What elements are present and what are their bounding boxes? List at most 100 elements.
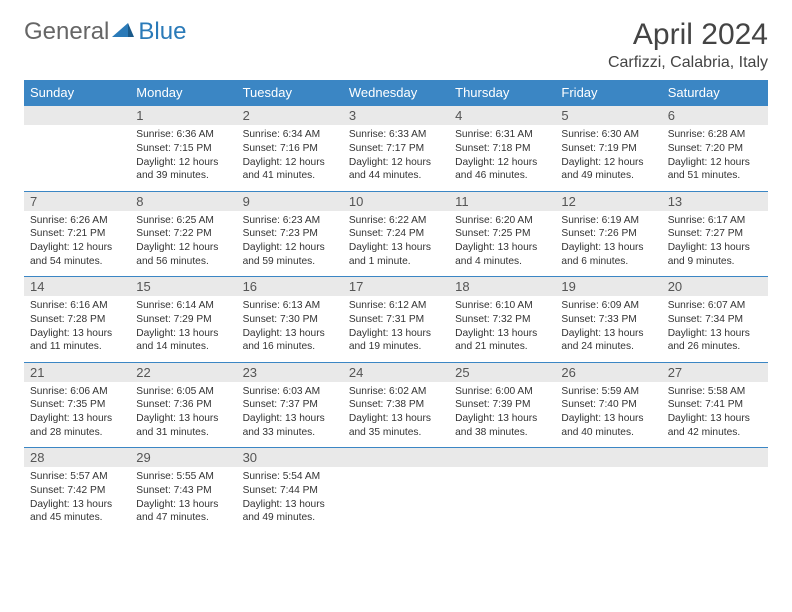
day-number-cell: 1 [130, 106, 236, 126]
day-number-cell: 24 [343, 362, 449, 382]
sunrise-text: Sunrise: 6:03 AM [243, 385, 337, 399]
day-content-cell: Sunrise: 6:06 AMSunset: 7:35 PMDaylight:… [24, 382, 130, 448]
daylight-text-1: Daylight: 13 hours [668, 241, 762, 255]
sunset-text: Sunset: 7:42 PM [30, 484, 124, 498]
daylight-text-1: Daylight: 13 hours [668, 327, 762, 341]
sunset-text: Sunset: 7:24 PM [349, 227, 443, 241]
sunrise-text: Sunrise: 6:14 AM [136, 299, 230, 313]
logo-triangle-icon [112, 18, 134, 46]
calendar-table: Sunday Monday Tuesday Wednesday Thursday… [24, 80, 768, 533]
daylight-text-1: Daylight: 13 hours [136, 498, 230, 512]
sunset-text: Sunset: 7:34 PM [668, 313, 762, 327]
sunset-text: Sunset: 7:25 PM [455, 227, 549, 241]
daylight-text-1: Daylight: 13 hours [136, 412, 230, 426]
daylight-text-2: and 14 minutes. [136, 340, 230, 354]
sunrise-text: Sunrise: 6:16 AM [30, 299, 124, 313]
day-content-cell [449, 467, 555, 533]
daylight-text-2: and 31 minutes. [136, 426, 230, 440]
daylight-text-2: and 19 minutes. [349, 340, 443, 354]
daylight-text-2: and 54 minutes. [30, 255, 124, 269]
day-number-cell: 21 [24, 362, 130, 382]
day-number-cell: 15 [130, 277, 236, 297]
sunset-text: Sunset: 7:33 PM [561, 313, 655, 327]
day-content-cell: Sunrise: 6:22 AMSunset: 7:24 PMDaylight:… [343, 211, 449, 277]
daylight-text-1: Daylight: 12 hours [243, 156, 337, 170]
sunset-text: Sunset: 7:39 PM [455, 398, 549, 412]
day-content-cell: Sunrise: 6:05 AMSunset: 7:36 PMDaylight:… [130, 382, 236, 448]
daylight-text-1: Daylight: 13 hours [243, 412, 337, 426]
daylight-text-1: Daylight: 13 hours [668, 412, 762, 426]
sunrise-text: Sunrise: 6:23 AM [243, 214, 337, 228]
month-title: April 2024 [608, 18, 768, 52]
daylight-text-2: and 47 minutes. [136, 511, 230, 525]
day-number-cell: 3 [343, 106, 449, 126]
day-number-cell [662, 448, 768, 468]
daylight-text-2: and 45 minutes. [30, 511, 124, 525]
sunrise-text: Sunrise: 6:07 AM [668, 299, 762, 313]
sunrise-text: Sunrise: 6:34 AM [243, 128, 337, 142]
daylight-text-1: Daylight: 13 hours [455, 412, 549, 426]
day-number-cell: 12 [555, 191, 661, 211]
title-block: April 2024 Carfizzi, Calabria, Italy [608, 18, 768, 72]
day-number-cell: 18 [449, 277, 555, 297]
sunrise-text: Sunrise: 6:06 AM [30, 385, 124, 399]
sunrise-text: Sunrise: 6:36 AM [136, 128, 230, 142]
daylight-text-1: Daylight: 12 hours [455, 156, 549, 170]
sunset-text: Sunset: 7:28 PM [30, 313, 124, 327]
sunrise-text: Sunrise: 5:54 AM [243, 470, 337, 484]
daynum-row: 282930 [24, 448, 768, 468]
weekday-header: Sunday [24, 80, 130, 106]
daylight-text-2: and 28 minutes. [30, 426, 124, 440]
sunset-text: Sunset: 7:22 PM [136, 227, 230, 241]
sunrise-text: Sunrise: 6:31 AM [455, 128, 549, 142]
day-number-cell: 25 [449, 362, 555, 382]
header: General Blue April 2024 Carfizzi, Calabr… [24, 18, 768, 72]
day-content-cell: Sunrise: 6:26 AMSunset: 7:21 PMDaylight:… [24, 211, 130, 277]
sunset-text: Sunset: 7:35 PM [30, 398, 124, 412]
day-number-cell: 14 [24, 277, 130, 297]
day-content-cell: Sunrise: 5:58 AMSunset: 7:41 PMDaylight:… [662, 382, 768, 448]
daynum-row: 21222324252627 [24, 362, 768, 382]
sunset-text: Sunset: 7:43 PM [136, 484, 230, 498]
sunset-text: Sunset: 7:31 PM [349, 313, 443, 327]
daylight-text-1: Daylight: 13 hours [30, 498, 124, 512]
day-content-cell [343, 467, 449, 533]
daylight-text-2: and 24 minutes. [561, 340, 655, 354]
daylight-text-2: and 6 minutes. [561, 255, 655, 269]
daylight-text-2: and 44 minutes. [349, 169, 443, 183]
daylight-text-1: Daylight: 12 hours [30, 241, 124, 255]
sunset-text: Sunset: 7:16 PM [243, 142, 337, 156]
sunset-text: Sunset: 7:15 PM [136, 142, 230, 156]
day-number-cell: 28 [24, 448, 130, 468]
daylight-text-1: Daylight: 13 hours [349, 412, 443, 426]
day-content-cell: Sunrise: 6:09 AMSunset: 7:33 PMDaylight:… [555, 296, 661, 362]
day-content-cell: Sunrise: 5:54 AMSunset: 7:44 PMDaylight:… [237, 467, 343, 533]
sunrise-text: Sunrise: 6:12 AM [349, 299, 443, 313]
daylight-text-2: and 16 minutes. [243, 340, 337, 354]
day-content-cell: Sunrise: 6:28 AMSunset: 7:20 PMDaylight:… [662, 125, 768, 191]
sunrise-text: Sunrise: 5:58 AM [668, 385, 762, 399]
daylight-text-1: Daylight: 13 hours [30, 327, 124, 341]
daylight-text-1: Daylight: 13 hours [349, 327, 443, 341]
sunset-text: Sunset: 7:44 PM [243, 484, 337, 498]
weekday-header: Tuesday [237, 80, 343, 106]
day-content-cell: Sunrise: 6:13 AMSunset: 7:30 PMDaylight:… [237, 296, 343, 362]
daylight-text-2: and 38 minutes. [455, 426, 549, 440]
daylight-text-1: Daylight: 12 hours [668, 156, 762, 170]
sunset-text: Sunset: 7:36 PM [136, 398, 230, 412]
day-number-cell: 11 [449, 191, 555, 211]
day-content-cell: Sunrise: 6:34 AMSunset: 7:16 PMDaylight:… [237, 125, 343, 191]
day-content-cell: Sunrise: 6:00 AMSunset: 7:39 PMDaylight:… [449, 382, 555, 448]
weekday-header: Wednesday [343, 80, 449, 106]
sunrise-text: Sunrise: 5:59 AM [561, 385, 655, 399]
day-content-cell: Sunrise: 6:12 AMSunset: 7:31 PMDaylight:… [343, 296, 449, 362]
daylight-text-1: Daylight: 13 hours [455, 241, 549, 255]
daylight-text-1: Daylight: 12 hours [243, 241, 337, 255]
sunset-text: Sunset: 7:19 PM [561, 142, 655, 156]
sunset-text: Sunset: 7:26 PM [561, 227, 655, 241]
daylight-text-2: and 35 minutes. [349, 426, 443, 440]
daylight-text-1: Daylight: 13 hours [561, 412, 655, 426]
sunset-text: Sunset: 7:17 PM [349, 142, 443, 156]
day-number-cell: 7 [24, 191, 130, 211]
daynum-row: 78910111213 [24, 191, 768, 211]
